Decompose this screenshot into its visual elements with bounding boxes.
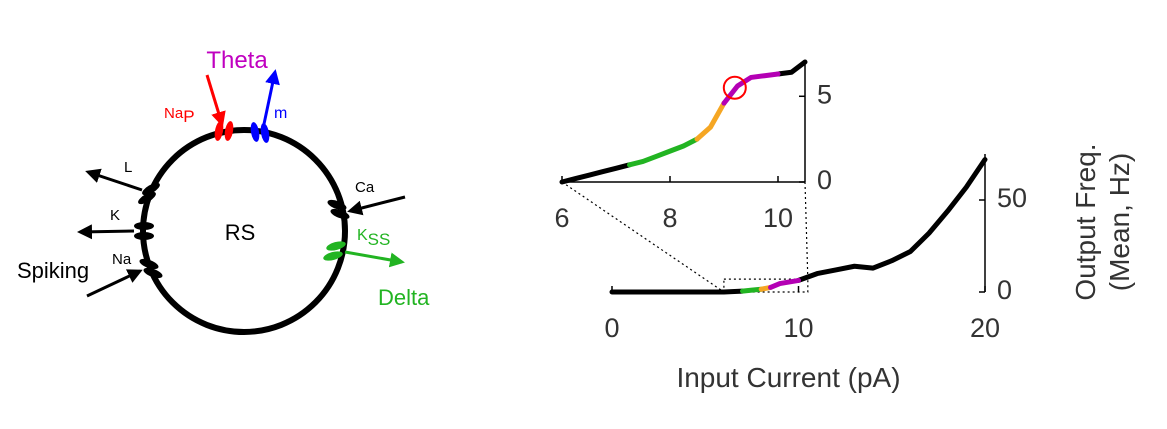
line-series bbox=[694, 100, 727, 142]
line-series bbox=[768, 277, 801, 290]
label-base: Na bbox=[164, 105, 184, 122]
arrow bbox=[347, 195, 406, 216]
y-tick-label: 0 bbox=[817, 165, 832, 195]
zoom-connector bbox=[804, 181, 809, 280]
arrow bbox=[205, 74, 226, 127]
cell-membrane bbox=[140, 127, 348, 335]
x-tick-label: 20 bbox=[970, 313, 1000, 343]
arrow bbox=[262, 69, 280, 125]
arrow bbox=[77, 224, 135, 240]
cell-diagram: Theta NaP m L K Na Spiking RS Ca KSS Del… bbox=[17, 47, 430, 335]
l-label: L bbox=[124, 159, 132, 176]
zoom-box bbox=[723, 278, 809, 293]
arrow bbox=[86, 269, 143, 298]
y-axis-label: (Mean, Hz) bbox=[1104, 153, 1135, 291]
y-tick-label: 50 bbox=[997, 183, 1027, 213]
zoom-connector bbox=[561, 181, 725, 293]
x-tick-label: 8 bbox=[662, 203, 677, 233]
x-tick-label: 10 bbox=[783, 313, 813, 343]
kss-label: KSS bbox=[357, 227, 390, 249]
arrow bbox=[344, 250, 405, 268]
ca-label: Ca bbox=[355, 179, 375, 196]
channel-l bbox=[138, 182, 160, 205]
line-series bbox=[559, 59, 808, 185]
cell-label: RS bbox=[225, 220, 256, 245]
x-tick-label: 0 bbox=[604, 313, 619, 343]
delta-label: Delta bbox=[378, 285, 430, 310]
x-tick-label: 10 bbox=[763, 203, 793, 233]
spiking-label: Spiking bbox=[17, 258, 89, 283]
y-tick-label: 5 bbox=[817, 79, 832, 109]
channel-na bbox=[139, 258, 163, 279]
x-tick-label: 6 bbox=[554, 203, 569, 233]
y-tick-label: 0 bbox=[997, 275, 1012, 305]
channel-kss bbox=[323, 241, 346, 261]
y-axis-label: Output Freq. bbox=[1070, 143, 1101, 300]
line-series bbox=[740, 286, 764, 294]
channel-k bbox=[134, 222, 154, 240]
channel-ca bbox=[327, 199, 350, 220]
line-series bbox=[609, 157, 988, 295]
m-label: m bbox=[274, 105, 287, 122]
arrow bbox=[85, 168, 143, 192]
line-series bbox=[721, 71, 781, 106]
label-sub: P bbox=[183, 107, 194, 126]
x-axis-label: Input Current (pA) bbox=[676, 362, 900, 393]
theta-label: Theta bbox=[206, 47, 268, 74]
label-base: K bbox=[357, 227, 368, 244]
na-label: Na bbox=[112, 251, 132, 268]
channel-m bbox=[250, 122, 270, 143]
line-series bbox=[627, 136, 700, 168]
nap-label: NaP bbox=[164, 105, 195, 126]
highlight-circle bbox=[722, 75, 747, 100]
k-label: K bbox=[110, 207, 120, 224]
label-sub: SS bbox=[368, 230, 391, 249]
